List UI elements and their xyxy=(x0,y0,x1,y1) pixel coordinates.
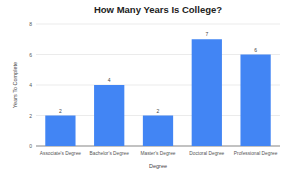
chart-container: How Many Years Is College? 0 2 4 6 8 2 4 2 7 6 Asso… xyxy=(0,0,286,176)
bar xyxy=(45,116,75,147)
bar xyxy=(240,55,270,147)
data-label: 7 xyxy=(205,31,208,37)
x-axis-label: Degree xyxy=(149,163,167,169)
title: How Many Years Is College? xyxy=(94,4,222,15)
grid-line xyxy=(36,24,280,25)
x-tick-label: Associate's Degree xyxy=(40,151,82,156)
bar xyxy=(192,39,222,146)
x-tick-label: Doctoral Degree xyxy=(189,151,224,156)
data-label: 2 xyxy=(59,108,62,114)
chart-svg: How Many Years Is College? 0 2 4 6 8 2 4 2 7 6 Asso… xyxy=(0,0,286,176)
y-tick-label: 2 xyxy=(29,113,32,119)
data-label: 2 xyxy=(157,108,160,114)
x-tick-label: Bachelor's Degree xyxy=(90,151,130,156)
y-axis-label: Years To Complete xyxy=(12,62,18,108)
y-tick-label: 0 xyxy=(29,143,32,149)
bars xyxy=(45,39,270,146)
x-tick-label: Master's Degree xyxy=(140,151,175,156)
x-tick-label: Professional Degree xyxy=(234,151,278,156)
y-tick-label: 6 xyxy=(29,52,32,58)
y-tick-label: 4 xyxy=(29,82,32,88)
data-label: 6 xyxy=(254,47,257,53)
bar xyxy=(94,85,124,146)
data-label: 4 xyxy=(108,77,111,83)
bar xyxy=(143,116,173,147)
y-tick-label: 8 xyxy=(29,21,32,27)
